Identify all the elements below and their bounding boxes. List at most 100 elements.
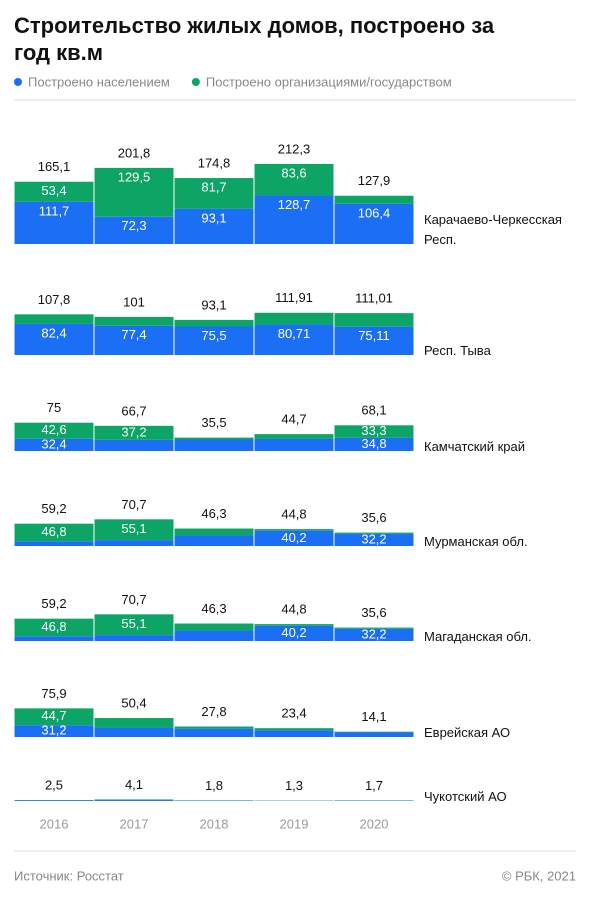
bar-segment bbox=[94, 727, 174, 737]
value-label: 44,7 bbox=[41, 708, 66, 723]
value-label: 32,2 bbox=[361, 531, 386, 546]
total-label: 212,3 bbox=[278, 141, 311, 156]
total-label: 35,5 bbox=[201, 415, 226, 430]
bar-segment bbox=[174, 178, 254, 209]
value-label: 32,2 bbox=[361, 626, 386, 641]
value-label: 75,11 bbox=[358, 328, 390, 343]
total-label: 111,91 bbox=[275, 290, 313, 305]
total-label: 35,6 bbox=[361, 510, 386, 525]
total-label: 1,3 bbox=[285, 778, 303, 793]
bar-segment bbox=[254, 730, 334, 737]
bar-segment bbox=[94, 540, 174, 546]
total-label: 59,2 bbox=[41, 501, 66, 516]
value-label: 37,2 bbox=[121, 424, 146, 439]
value-label: 55,1 bbox=[121, 616, 146, 631]
bar-segment bbox=[254, 529, 334, 531]
total-label: 75,9 bbox=[41, 686, 66, 701]
value-label: 82,4 bbox=[41, 325, 66, 340]
total-label: 111,01 bbox=[355, 291, 393, 306]
total-label: 46,3 bbox=[201, 506, 226, 521]
region-label: Еврейская АО bbox=[424, 725, 511, 740]
bar-segment bbox=[334, 732, 414, 737]
value-label: 55,1 bbox=[121, 521, 146, 536]
value-label: 111,7 bbox=[39, 203, 70, 218]
total-label: 46,3 bbox=[201, 601, 226, 616]
bar-segment bbox=[254, 728, 334, 731]
total-label: 165,1 bbox=[38, 159, 71, 174]
bar-segment bbox=[94, 167, 174, 217]
bar-segment bbox=[254, 625, 334, 641]
value-label: 42,6 bbox=[41, 422, 66, 437]
legend-marker bbox=[14, 78, 22, 86]
bar-segment bbox=[334, 437, 414, 451]
bar-segment bbox=[94, 325, 174, 355]
total-label: 44,8 bbox=[281, 602, 306, 617]
total-label: 14,1 bbox=[361, 709, 386, 724]
credit: © РБК, 2021 bbox=[502, 868, 576, 883]
value-label: 93,1 bbox=[201, 210, 226, 225]
bar-segment bbox=[334, 533, 414, 546]
bar-segment bbox=[94, 316, 174, 326]
total-label: 50,4 bbox=[121, 695, 146, 710]
bar-segment bbox=[174, 728, 254, 737]
bar-segment bbox=[334, 425, 414, 438]
bar-segment bbox=[94, 717, 174, 728]
bar-segment bbox=[94, 799, 174, 801]
total-label: 23,4 bbox=[281, 706, 306, 721]
value-label: 129,5 bbox=[118, 169, 151, 184]
region-label: Магаданская обл. bbox=[424, 629, 532, 644]
bar-segment bbox=[14, 422, 94, 439]
value-label: 72,3 bbox=[121, 218, 146, 233]
value-label: 75,5 bbox=[201, 328, 226, 343]
total-label: 2,5 bbox=[45, 777, 63, 792]
bar-segment bbox=[174, 439, 254, 451]
region-label: Чукотский АО bbox=[424, 789, 507, 804]
bar-segment bbox=[334, 195, 414, 204]
value-label: 40,2 bbox=[281, 530, 306, 545]
bar-segment bbox=[334, 731, 414, 733]
bar-segment bbox=[174, 528, 254, 536]
total-label: 44,8 bbox=[281, 507, 306, 522]
bar-segment bbox=[94, 425, 174, 440]
bar-segment bbox=[14, 541, 94, 546]
bar-segment bbox=[14, 201, 94, 244]
total-label: 107,8 bbox=[38, 292, 71, 307]
value-label: 53,4 bbox=[41, 183, 66, 198]
bar-segment bbox=[14, 725, 94, 737]
bar-segment bbox=[94, 519, 174, 541]
region-label: Камчатский край bbox=[424, 439, 525, 454]
bar-segment bbox=[174, 208, 254, 244]
value-label: 40,2 bbox=[281, 625, 306, 640]
bar-segment bbox=[94, 614, 174, 636]
x-tick-label: 2017 bbox=[120, 816, 149, 831]
bar-segment bbox=[14, 314, 94, 324]
total-label: 35,6 bbox=[361, 605, 386, 620]
total-label: 127,9 bbox=[358, 173, 391, 188]
bar-segment bbox=[14, 618, 94, 637]
total-label: 66,7 bbox=[121, 403, 146, 418]
total-label: 70,7 bbox=[121, 592, 146, 607]
bar-segment bbox=[334, 203, 414, 244]
bar-segment bbox=[334, 532, 414, 534]
bar-segment bbox=[174, 319, 254, 327]
value-label: 46,8 bbox=[41, 619, 66, 634]
legend-marker bbox=[191, 78, 200, 86]
bar-segment bbox=[94, 216, 174, 244]
total-label: 59,2 bbox=[41, 596, 66, 611]
region-label: Респ. Тыва bbox=[424, 343, 491, 358]
value-label: 80,71 bbox=[278, 326, 311, 341]
bar-segment bbox=[174, 623, 254, 631]
region-label: Карачаево-Черкесская Респ. bbox=[424, 212, 562, 247]
value-label: 106,4 bbox=[358, 205, 391, 220]
value-label: 77,4 bbox=[121, 327, 146, 342]
bar-segment bbox=[254, 434, 334, 439]
bar-segment bbox=[334, 326, 414, 355]
bar-segment bbox=[334, 313, 414, 327]
bar-segment bbox=[254, 624, 334, 626]
chart-title: Строительство жилых домов, построено за … bbox=[14, 13, 495, 65]
bar-segment bbox=[174, 535, 254, 546]
value-label: 128,7 bbox=[278, 197, 311, 212]
bar-segment bbox=[254, 530, 334, 546]
total-label: 93,1 bbox=[201, 297, 226, 312]
